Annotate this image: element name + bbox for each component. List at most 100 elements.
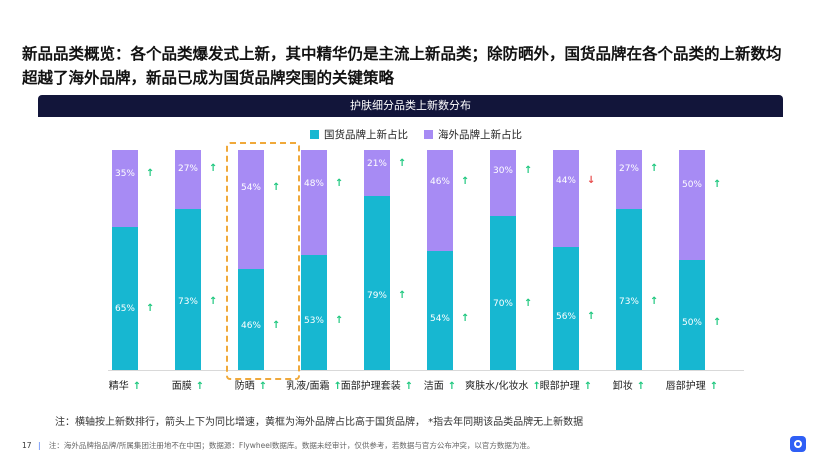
bar-overseas <box>364 150 390 197</box>
bar-domestic <box>238 268 264 370</box>
x-tick-text: 眼部护理 <box>539 381 580 392</box>
bar-overseas <box>175 150 201 210</box>
arrow-up-icon: ↑ <box>461 176 470 188</box>
x-tick-label: 面部护理套装 ↑ <box>337 377 417 392</box>
arrow-up-icon: ↑ <box>335 314 344 326</box>
footer-text: 注：海外品牌指品牌/所属集团注册地不在中国；数据源：Flywheel数据库。数据… <box>48 441 535 450</box>
data-label-domestic: 46% <box>240 321 261 332</box>
x-tick-label: 眼部护理 ↑ <box>526 377 606 392</box>
bar-overseas <box>679 150 705 260</box>
data-label-domestic: 79% <box>366 291 387 301</box>
arrow-up-icon: ↑ <box>650 295 659 307</box>
x-tick-label: 精华 ↑ <box>85 377 165 392</box>
page-number: 17 <box>22 441 32 450</box>
arrow-down-icon: ↓ <box>587 174 596 186</box>
data-label-domestic: 73% <box>618 296 639 307</box>
data-label-overseas: 44% <box>555 175 576 186</box>
x-tick-label: 面膜 ↑ <box>148 377 228 392</box>
bar-overseas <box>238 150 264 269</box>
x-tick-text: 唇部护理 <box>665 381 706 392</box>
arrow-up-icon: ↑ <box>209 162 218 174</box>
data-label-overseas: 48% <box>303 178 324 189</box>
legend-swatch-domestic <box>310 130 319 139</box>
data-label-domestic: 70% <box>492 299 513 310</box>
x-tick-text: 精华 <box>108 381 129 392</box>
arrow-up-icon: ↑ <box>404 381 414 392</box>
arrow-up-icon: ↑ <box>461 313 470 325</box>
x-tick-text: 洁面 <box>423 381 444 392</box>
highlight-frame <box>226 142 300 380</box>
bar-overseas <box>553 150 579 247</box>
bar-domestic <box>427 251 453 370</box>
legend-item-domestic: 国货品牌上新占比 <box>310 127 408 142</box>
arrow-up-icon: ↑ <box>524 164 533 176</box>
x-tick-label: 乳液/面霜 ↑ <box>274 377 354 392</box>
data-label-overseas: 35% <box>114 169 135 180</box>
bar-domestic <box>301 254 327 370</box>
x-tick-label: 卸妆 ↑ <box>589 377 669 392</box>
legend-label-overseas: 海外品牌上新占比 <box>438 129 522 141</box>
bar-overseas <box>112 150 138 227</box>
bar-overseas <box>616 150 642 210</box>
data-label-domestic: 54% <box>429 314 450 325</box>
x-tick-label: 唇部护理 ↑ <box>652 377 732 392</box>
arrow-up-icon: ↑ <box>146 168 155 180</box>
arrow-up-icon: ↑ <box>636 381 646 392</box>
bar-domestic <box>175 209 201 370</box>
brand-logo-icon <box>790 436 806 452</box>
arrow-up-icon: ↑ <box>272 182 281 194</box>
legend-swatch-overseas <box>424 130 433 139</box>
arrow-up-icon: ↑ <box>272 320 281 332</box>
data-label-overseas: 30% <box>492 165 513 176</box>
x-tick-text: 防晒 <box>234 381 255 392</box>
legend-label-domestic: 国货品牌上新占比 <box>324 129 408 141</box>
x-tick-text: 面部护理套装 <box>340 381 401 392</box>
arrow-up-icon: ↑ <box>209 295 218 307</box>
arrow-up-icon: ↑ <box>335 177 344 189</box>
x-tick-label: 防晒 ↑ <box>211 377 291 392</box>
arrow-up-icon: ↑ <box>146 302 155 314</box>
data-label-overseas: 46% <box>429 177 450 188</box>
arrow-up-icon: ↑ <box>132 381 142 392</box>
arrow-up-icon: ↑ <box>532 381 541 392</box>
bar-overseas <box>490 150 516 216</box>
arrow-up-icon: ↑ <box>398 290 407 301</box>
bar-domestic <box>490 216 516 370</box>
bar-overseas <box>427 150 453 252</box>
x-tick-label: 洁面 ↑ <box>400 377 480 392</box>
data-label-domestic: 50% <box>681 317 702 328</box>
chart-legend: 国货品牌上新占比 海外品牌上新占比 <box>310 127 522 142</box>
bar-domestic <box>616 209 642 370</box>
x-tick-label: 爽肤水/化妆水 ↑ <box>463 377 543 392</box>
bar-domestic <box>112 227 138 370</box>
footer-divider: | <box>37 441 41 450</box>
bar-domestic <box>364 196 390 370</box>
x-tick-text: 卸妆 <box>612 381 633 392</box>
arrow-up-icon: ↑ <box>709 381 719 392</box>
bar-domestic <box>553 246 579 370</box>
data-label-overseas: 27% <box>177 163 198 174</box>
data-label-domestic: 73% <box>177 296 198 307</box>
data-label-domestic: 65% <box>114 303 135 314</box>
data-label-domestic: 56% <box>555 312 576 323</box>
arrow-up-icon: ↑ <box>713 179 722 191</box>
legend-item-overseas: 海外品牌上新占比 <box>424 127 522 142</box>
footer: 17 | 注：海外品牌指品牌/所属集团注册地不在中国；数据源：Flywheel数… <box>22 440 534 451</box>
arrow-up-icon: ↑ <box>398 158 407 170</box>
bar-overseas <box>301 150 327 255</box>
data-label-overseas: 27% <box>618 163 639 174</box>
arrow-up-icon: ↑ <box>524 298 533 310</box>
arrow-up-icon: ↑ <box>258 381 268 392</box>
data-label-overseas: 21% <box>366 159 387 170</box>
arrow-up-icon: ↑ <box>195 381 205 392</box>
chart-note: 注：横轴按上新数排行，箭头上下为同比增速，黄框为海外品牌占比高于国货品牌， *指… <box>55 417 584 428</box>
arrow-up-icon: ↑ <box>447 381 457 392</box>
arrow-up-icon: ↑ <box>650 162 659 174</box>
arrow-up-icon: ↑ <box>713 316 722 328</box>
chart-title: 护肤细分品类上新数分布 <box>38 95 783 117</box>
arrow-up-icon: ↑ <box>587 311 596 323</box>
x-tick-text: 面膜 <box>171 381 192 392</box>
arrow-up-icon: ↑ <box>333 381 342 392</box>
x-axis-line <box>108 370 744 371</box>
x-tick-text: 爽肤水/化妆水 <box>465 381 529 392</box>
